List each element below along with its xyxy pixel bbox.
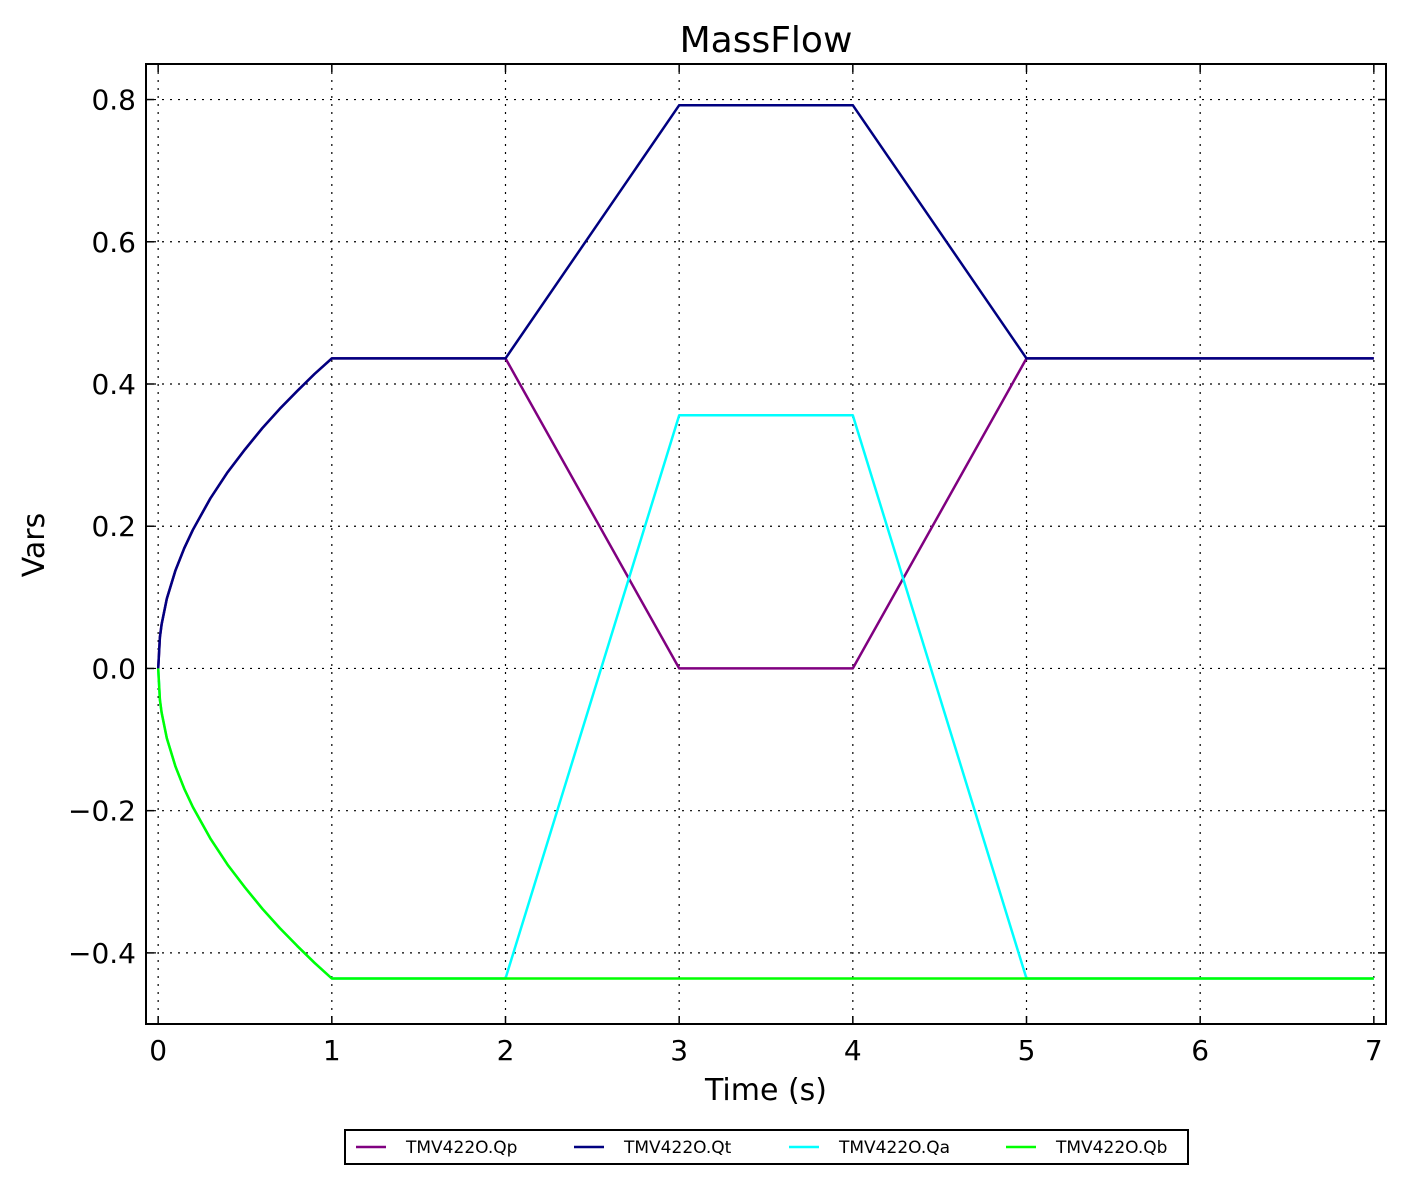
series-line-tmv422o-qp <box>156 357 1374 670</box>
series-line-tmv422o-qb <box>156 668 1374 980</box>
legend-label: TMV422O.Qa <box>838 1138 950 1158</box>
legend-label: TMV422O.Qt <box>623 1138 732 1158</box>
series-line-tmv422o-qt <box>156 103 1374 669</box>
x-tick-label: 6 <box>1191 1034 1209 1067</box>
y-tick-label: 0.4 <box>91 368 136 401</box>
y-axis-label: Vars <box>17 513 52 578</box>
x-tick-label: 1 <box>323 1034 341 1067</box>
ticks: 0 1 2 3 4 5 6 7 −0.4 −0.2 0.0 0.2 0.4 0.6 0.8 <box>68 64 1386 1067</box>
x-tick-label: 0 <box>149 1034 167 1067</box>
chart-title: MassFlow <box>680 20 853 61</box>
y-tick-label: −0.2 <box>68 795 136 828</box>
series-line-tmv422o-qa <box>156 414 1374 980</box>
x-tick-label: 4 <box>844 1034 862 1067</box>
x-tick-label: 3 <box>670 1034 688 1067</box>
y-tick-label: 0.6 <box>91 226 136 259</box>
legend: TMV422O.Qp TMV422O.Qt TMV422O.Qa TMV422O.Qb <box>344 1129 1189 1165</box>
y-tick-label: 0.0 <box>91 652 136 685</box>
legend-label: TMV422O.Qp <box>405 1138 517 1158</box>
y-tick-label: 0.8 <box>91 84 136 117</box>
x-tick-label: 2 <box>497 1034 515 1067</box>
x-axis-label: Time (s) <box>704 1073 827 1108</box>
series-lines <box>156 103 1374 980</box>
x-tick-label: 5 <box>1018 1034 1036 1067</box>
legend-box <box>344 1129 1189 1165</box>
grid <box>146 64 1386 1024</box>
y-tick-label: −0.4 <box>68 937 136 970</box>
plot-frame <box>145 63 1387 1025</box>
x-tick-label: 7 <box>1365 1034 1383 1067</box>
legend-label: TMV422O.Qb <box>1055 1138 1167 1158</box>
y-tick-label: 0.2 <box>91 510 136 543</box>
